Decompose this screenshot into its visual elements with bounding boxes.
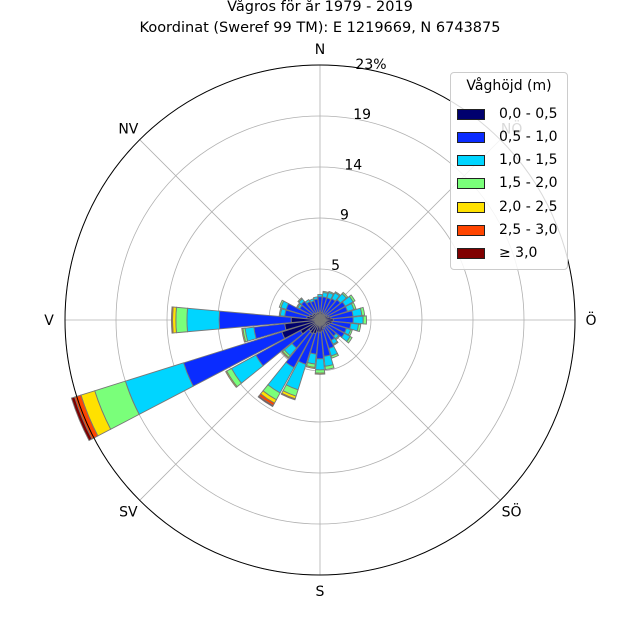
legend-label: 2,5 - 3,0 <box>499 222 558 238</box>
rose-bar-segment <box>348 294 356 303</box>
rose-bar-segment <box>296 302 301 309</box>
rose-bar-segment <box>330 352 340 359</box>
legend-label: ≥ 3,0 <box>499 245 538 261</box>
rose-bar-segment <box>70 396 93 442</box>
direction-label: SÖ <box>502 503 522 521</box>
legend-title: Våghöjd (m) <box>466 78 552 94</box>
rose-bar-segment <box>350 301 357 310</box>
rose-bar-segment <box>324 364 335 371</box>
rose-bar-segment <box>347 329 353 337</box>
chart-title: Vågros för år 1979 - 2019 <box>227 0 413 15</box>
rose-bar-segment <box>335 335 341 341</box>
legend-item: 0,0 - 0,5 <box>457 104 557 124</box>
rose-bar-segment <box>297 297 303 303</box>
rose-bar-segment <box>281 350 290 359</box>
legend-item: 1,5 - 2,0 <box>457 173 557 193</box>
legend-item: 2,5 - 3,0 <box>457 220 557 240</box>
chart-subtitle: Koordinat (Sweref 99 TM): E 1219669, N 6… <box>139 20 501 36</box>
rose-bar-segment <box>304 298 311 305</box>
direction-label: Ö <box>585 311 596 329</box>
radial-tick-label: 23% <box>355 57 386 73</box>
direction-label: S <box>316 584 325 600</box>
rose-bar-segment <box>328 290 335 296</box>
rose-bar-segment <box>170 306 174 334</box>
rose-bar-segment <box>359 306 366 316</box>
direction-label: SV <box>119 505 138 521</box>
radial-tick-label: 5 <box>331 258 340 274</box>
rose-bar-segment <box>278 307 283 317</box>
rose-bar-segment <box>362 315 368 325</box>
legend-item: ≥ 3,0 <box>457 243 537 263</box>
rose-bar-segment <box>312 296 319 301</box>
legend-label: 0,0 - 0,5 <box>499 106 558 122</box>
rose-bar-segment <box>225 370 238 389</box>
rose-bar-segment <box>175 306 188 334</box>
legend-label: 1,5 - 2,0 <box>499 175 558 191</box>
rose-bar-segment <box>334 291 341 297</box>
legend-swatch <box>457 224 485 236</box>
legend-item: 1,0 - 1,5 <box>457 150 557 170</box>
direction-label: N <box>315 42 325 58</box>
legend-swatch <box>457 201 485 213</box>
rose-bar-segment <box>241 327 247 343</box>
legend-label: 2,0 - 2,5 <box>499 199 558 215</box>
rose-bar-segment <box>341 291 349 299</box>
polar-bars <box>64 64 576 576</box>
rose-bar-segment <box>305 365 316 369</box>
grid-spoke <box>319 319 501 501</box>
legend-swatch <box>457 131 485 143</box>
rose-bar-segment <box>317 294 323 298</box>
legend-swatch <box>457 108 485 120</box>
rose-bar-segment <box>332 340 339 346</box>
rose-bar-segment <box>278 299 285 309</box>
polar-frame <box>64 64 576 576</box>
rose-bar-segment <box>352 315 364 325</box>
legend-item: 0,5 - 1,0 <box>457 127 557 147</box>
radial-tick-label: 14 <box>344 157 362 173</box>
radial-tick-label: 19 <box>353 107 371 123</box>
legend-swatch <box>457 177 485 189</box>
rose-bar-segment <box>314 372 326 375</box>
legend-item: 2,0 - 2,5 <box>457 197 557 217</box>
rose-bar-segment <box>322 290 329 294</box>
legend-swatch <box>457 247 485 259</box>
legend-label: 1,0 - 1,5 <box>499 152 558 168</box>
rose-bar-segment <box>315 358 325 371</box>
legend: Våghöjd (m) 0,0 - 0,5 0,5 - 1,0 1,0 - 1,… <box>450 72 568 270</box>
direction-label: NV <box>118 121 138 137</box>
rose-bar-segment <box>280 392 296 401</box>
radial-tick-label: 9 <box>340 208 349 224</box>
grid-spoke <box>139 139 321 321</box>
direction-label: V <box>44 313 54 329</box>
legend-label: 0,5 - 1,0 <box>499 129 558 145</box>
legend-swatch <box>457 154 485 166</box>
rose-bar-segment <box>257 395 274 408</box>
rose-bar-segment <box>346 335 353 344</box>
rose-bar-segment <box>186 307 220 333</box>
rose-bar-segment <box>356 323 362 333</box>
